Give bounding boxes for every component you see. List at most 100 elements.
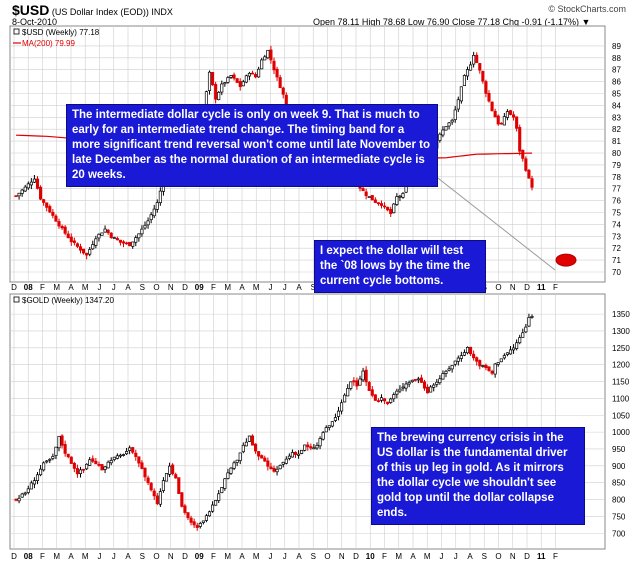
candle-body	[373, 394, 377, 401]
candle-body	[508, 349, 513, 355]
candle-body	[364, 369, 368, 383]
y-tick-label: 79	[612, 161, 621, 170]
candle-body	[189, 517, 193, 523]
candle-body	[422, 381, 427, 389]
candle-body	[462, 352, 466, 356]
candle-body	[211, 504, 215, 512]
candle-body	[128, 447, 132, 451]
x-tick-label: M	[224, 552, 231, 561]
candle-body	[456, 99, 460, 110]
candle-body	[121, 454, 126, 456]
x-tick-label: A	[296, 552, 302, 561]
candle-body	[426, 386, 430, 394]
candle-body	[69, 456, 73, 464]
y-tick-label: 77	[612, 185, 621, 194]
x-tick-label: M	[253, 283, 260, 292]
x-tick-label: 11	[537, 283, 546, 292]
candle-body	[174, 474, 178, 479]
candle-body	[112, 237, 116, 239]
y-tick-label: 75	[612, 209, 621, 218]
candle-body	[416, 378, 420, 381]
x-tick-label: A	[296, 283, 302, 292]
candle-body	[100, 232, 104, 236]
x-tick-label: J	[112, 552, 116, 561]
y-tick-label: 1300	[612, 327, 630, 336]
candle-body	[63, 444, 67, 454]
candle-body	[518, 337, 522, 344]
candle-body	[217, 92, 221, 101]
candle-body	[441, 129, 445, 136]
x-tick-label: F	[382, 552, 387, 561]
candle-body	[69, 236, 73, 243]
quote-line: Open 78.11 High 78.68 Low 76.90 Close 77…	[313, 17, 591, 27]
candle-body	[395, 196, 399, 205]
y-tick-label: 74	[612, 220, 621, 229]
y-tick-label: 950	[612, 445, 626, 454]
candle-body	[487, 93, 491, 102]
candle-body	[20, 493, 24, 498]
candle-body	[438, 378, 442, 384]
x-tick-label: A	[68, 283, 74, 292]
candle-body	[100, 464, 104, 471]
candle-body	[505, 352, 509, 355]
candle-body	[438, 133, 442, 141]
candle-body	[229, 467, 233, 474]
candle-body	[361, 188, 365, 192]
candle-body	[217, 493, 221, 501]
x-tick-label: J	[112, 283, 116, 292]
y-tick-label: 1350	[612, 310, 630, 319]
candle-body	[17, 192, 21, 197]
x-tick-label: S	[311, 552, 316, 561]
candle-body	[530, 178, 534, 188]
candle-body	[321, 432, 325, 440]
x-tick-label: 11	[537, 552, 546, 561]
candle-body	[343, 394, 347, 403]
y-tick-label: 83	[612, 113, 621, 122]
candle-body	[250, 435, 255, 446]
candle-body	[91, 244, 95, 250]
candle-body	[275, 68, 279, 78]
candle-body	[137, 456, 141, 464]
candle-body	[26, 183, 30, 189]
candle-body	[60, 226, 64, 229]
x-tick-label: M	[82, 283, 89, 292]
y-tick-label: 750	[612, 512, 626, 521]
candle-body	[146, 477, 150, 484]
gold-annotation: The brewing currency crisis in the US do…	[371, 427, 585, 525]
candle-body	[472, 54, 476, 65]
candle-body	[459, 355, 463, 359]
x-tick-label: J	[98, 283, 102, 292]
candle-body	[118, 454, 122, 457]
candle-body	[177, 477, 181, 494]
candle-body	[140, 228, 144, 235]
candle-body	[168, 465, 172, 475]
candle-body	[29, 482, 33, 490]
candle-body	[263, 56, 267, 61]
x-tick-label: M	[53, 283, 60, 292]
candle-body	[143, 467, 147, 478]
candle-body	[78, 246, 83, 251]
x-tick-label: D	[524, 283, 530, 292]
candle-body	[524, 158, 528, 171]
candle-body	[499, 122, 503, 125]
x-tick-label: J	[98, 552, 102, 561]
x-tick-label: J	[454, 552, 458, 561]
x-tick-label: N	[510, 283, 516, 292]
candle-body	[355, 380, 359, 387]
candle-body	[125, 242, 129, 245]
candle-body	[214, 84, 218, 100]
candle-body	[361, 370, 365, 381]
candle-body	[419, 377, 423, 383]
candle-body	[379, 203, 384, 206]
candle-body	[349, 381, 353, 389]
candle-body	[444, 370, 448, 374]
y-tick-label: 86	[612, 78, 621, 87]
candle-body	[131, 447, 135, 453]
x-tick-label: M	[253, 552, 260, 561]
x-tick-label: S	[311, 283, 316, 292]
x-tick-label: O	[324, 552, 330, 561]
x-tick-label: F	[40, 283, 45, 292]
candle-body	[241, 81, 245, 87]
y-tick-label: 1100	[612, 394, 630, 403]
y-tick-label: 850	[612, 479, 626, 488]
